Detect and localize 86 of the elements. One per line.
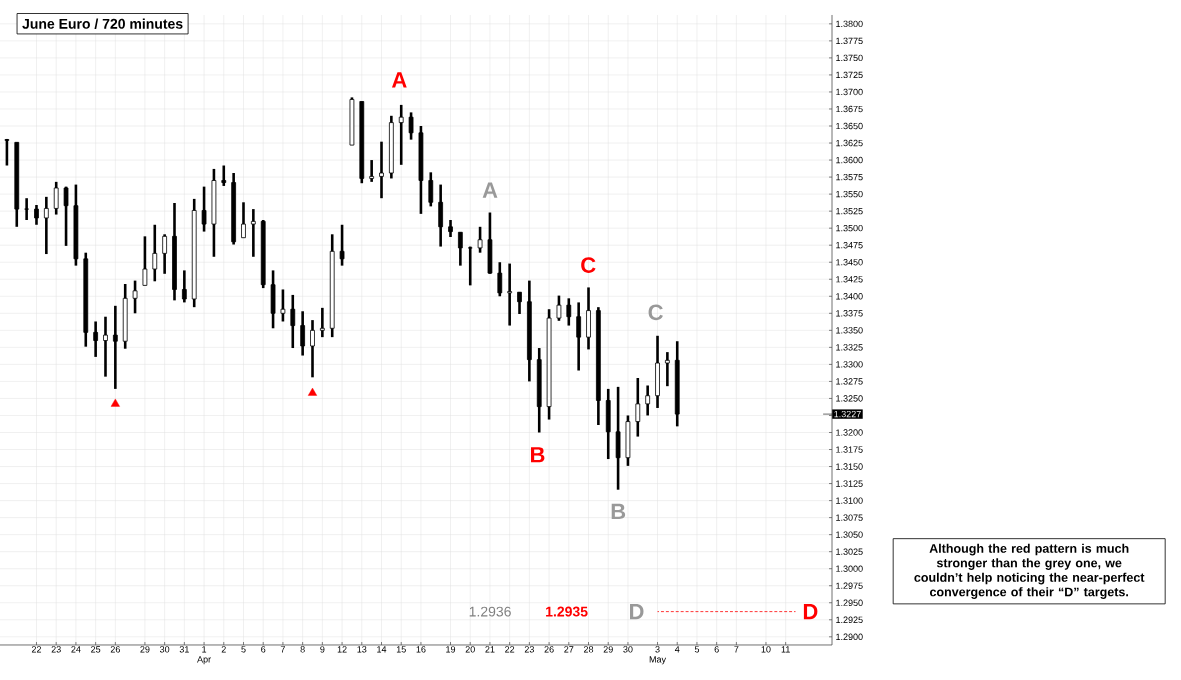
x-tick-label: 25 [91, 646, 101, 653]
y-tick-label: 1.2950 [836, 599, 863, 606]
x-tick-label: 1 Apr [197, 646, 211, 665]
x-tick-label: 14 [377, 646, 387, 653]
y-tick-label: 1.3425 [836, 276, 863, 283]
y-tick-label: 1.3125 [836, 480, 863, 487]
x-tick-label: 2 [221, 646, 226, 653]
y-tick-label: 1.2925 [836, 616, 863, 623]
x-tick-label: 31 [179, 646, 189, 653]
y-tick-label: 1.2975 [836, 582, 863, 589]
annotation: B [531, 447, 545, 463]
annotation: C [648, 304, 663, 321]
y-tick-label: 1.3475 [836, 242, 863, 249]
y-tick-label: 1.3400 [836, 293, 863, 300]
y-tick-label: 1.3375 [836, 310, 863, 317]
annotation: 1.2935 [546, 606, 588, 617]
x-tick-label: 7 [280, 646, 285, 653]
x-tick-label: 22 [31, 646, 42, 653]
y-tick-label: 1.3050 [836, 531, 863, 538]
ref-line-label: 1.3227 [834, 410, 861, 418]
x-tick-label: 24 [71, 646, 81, 653]
y-tick-label: 1.3325 [836, 344, 863, 351]
x-tick-label: 30 [159, 646, 170, 653]
y-tick-label: 1.2900 [836, 633, 863, 640]
x-tick-label: 27 [564, 646, 574, 653]
x-tick-label: 29 [140, 646, 150, 653]
annotation: A [482, 182, 498, 198]
y-tick-label: 1.3175 [836, 446, 863, 453]
y-tick-label: 1.3650 [836, 122, 863, 130]
y-tick-label: 1.3150 [836, 463, 863, 470]
y-tick-label: 1.3350 [836, 327, 863, 334]
y-tick-label: 1.3600 [836, 156, 863, 164]
x-tick-label: 23 [524, 646, 534, 653]
y-tick-label: 1.3625 [836, 139, 863, 147]
x-tick-label: 21 [485, 646, 495, 653]
x-tick-label: 26 [110, 646, 120, 653]
y-tick-label: 1.3000 [836, 565, 863, 572]
annotation: A [391, 72, 407, 88]
x-tick-label: 15 [396, 646, 406, 653]
x-tick-label: 4 [674, 646, 680, 653]
y-tick-label: 1.3025 [836, 548, 863, 555]
x-tick-label: 7 [734, 646, 739, 653]
y-tick-label: 1.3100 [836, 497, 863, 504]
x-tick-label: 12 [337, 646, 347, 653]
y-tick-label: 1.3750 [836, 54, 863, 62]
x-tick-label: 29 [603, 646, 613, 653]
y-tick-label: 1.3725 [836, 71, 863, 79]
y-tick-label: 1.3200 [836, 429, 863, 436]
x-tick-label: 5 [694, 646, 700, 653]
y-tick-label: 1.3450 [836, 259, 863, 266]
y-tick-label: 1.3500 [836, 224, 863, 232]
annotation: C [581, 257, 596, 273]
chart-title: June Euro / 720 minutes [22, 18, 183, 29]
y-tick-label: 1.3575 [836, 173, 863, 181]
y-tick-label: 1.3075 [836, 514, 863, 521]
y-tick-label: 1.3675 [836, 105, 863, 113]
annotation: 1.2936 [469, 606, 511, 617]
x-tick-label: 6 [261, 646, 266, 653]
y-tick-label: 1.3300 [836, 361, 863, 368]
x-tick-label: 23 [51, 646, 61, 653]
x-tick-label: 6 [714, 646, 719, 653]
x-tick-label: 11 [781, 646, 790, 653]
y-tick-label: 1.3550 [836, 190, 863, 198]
x-tick-label: 19 [446, 646, 456, 653]
x-tick-label: 13 [357, 646, 367, 653]
x-tick-label: 26 [544, 646, 554, 653]
y-tick-label: 1.3800 [836, 20, 863, 28]
y-tick-label: 1.3525 [836, 207, 863, 215]
annotation: D [803, 604, 818, 620]
x-tick-label: 3 May [649, 646, 667, 665]
x-tick-label: 30 [623, 646, 633, 653]
text: Although the red pattern is much stronger than the grey one, we couldn’t help noticing the near-perfect convergence of their “D” targets. [914, 543, 1145, 599]
y-tick-label: 1.3250 [836, 395, 863, 402]
x-tick-label: 10 [761, 646, 771, 653]
x-tick-label: 20 [465, 646, 475, 653]
annotation: B [611, 503, 626, 519]
x-tick-label: 22 [505, 646, 515, 653]
x-tick-label: 5 [241, 646, 246, 653]
x-tick-label: 28 [583, 646, 594, 653]
x-tick-label: 9 [320, 646, 325, 653]
annotation: D [630, 604, 644, 620]
y-tick-label: 1.3275 [836, 378, 863, 385]
y-tick-label: 1.3775 [836, 37, 863, 45]
x-tick-label: 16 [416, 646, 426, 653]
x-tick-label: 8 [300, 646, 305, 653]
y-tick-label: 1.3700 [836, 88, 863, 96]
